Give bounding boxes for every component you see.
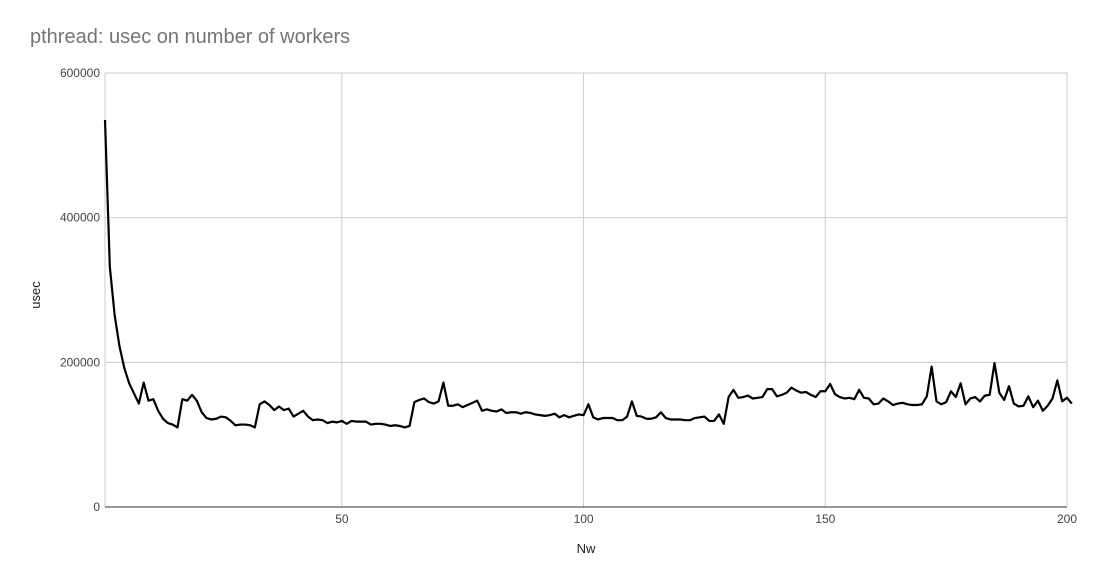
series-group	[103, 119, 1073, 429]
chart-title: pthread: usec on number of workers	[30, 26, 351, 48]
series-line	[103, 119, 1073, 429]
x-tick-label: 100	[574, 512, 594, 526]
x-axis-ticks: 50 100 150 200	[335, 512, 1077, 526]
x-tick-label: 50	[335, 512, 349, 526]
x-tick-label: 150	[815, 512, 835, 526]
y-axis-label: usec	[28, 281, 43, 309]
y-tick-label: 200000	[60, 355, 100, 369]
y-tick-label: 400000	[60, 211, 100, 225]
grid-lines	[104, 72, 1068, 507]
x-axis-label: Nw	[577, 541, 596, 556]
y-tick-label: 0	[93, 500, 100, 514]
y-tick-label: 600000	[60, 66, 100, 80]
y-axis-ticks: 0 200000 400000 600000	[60, 66, 100, 514]
x-tick-label: 200	[1057, 512, 1077, 526]
